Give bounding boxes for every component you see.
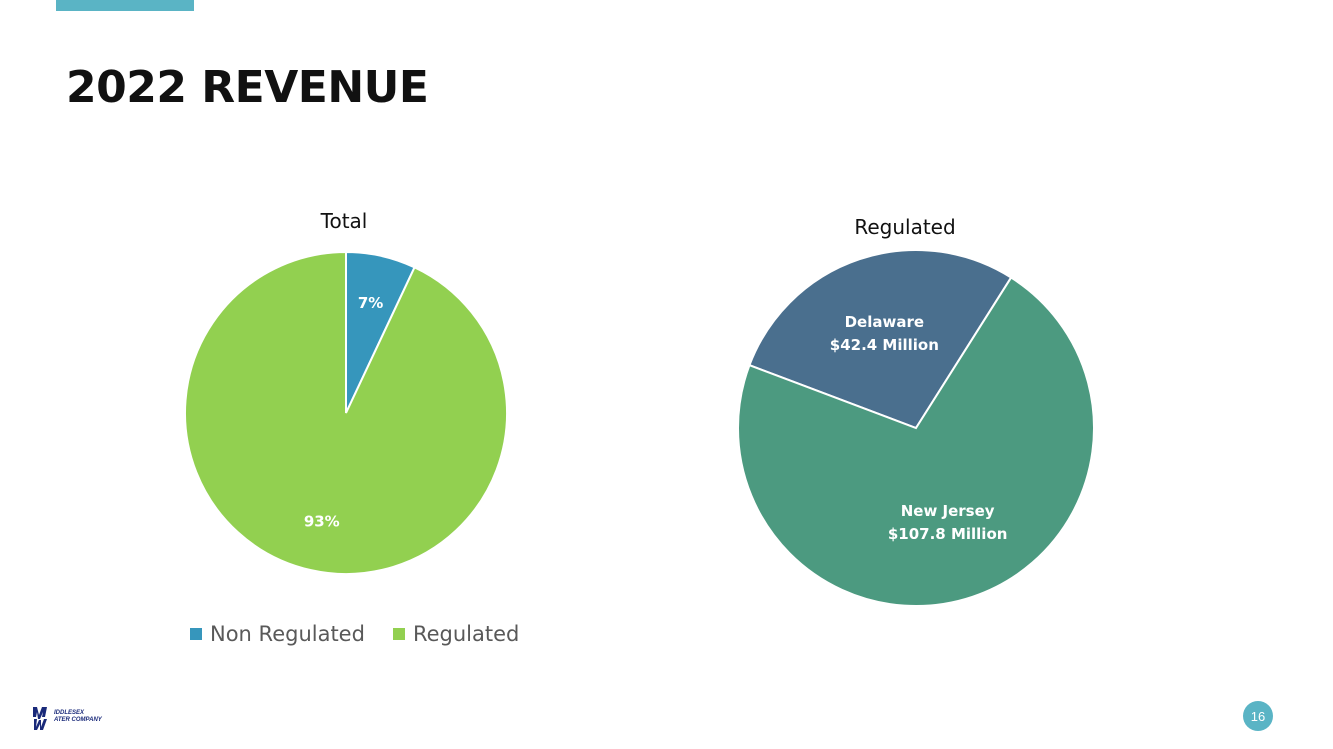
legend-label-regulated: Regulated [412, 622, 520, 646]
pie-slice-regulated [184, 250, 508, 575]
legend-item-regulated: Regulated [392, 622, 520, 646]
legend-label-non-regulated: Non Regulated [210, 622, 365, 646]
chart-title-total: Total [320, 209, 368, 233]
legend-swatch-non-regulated [190, 628, 202, 640]
logo-text-line2: ATER COMPANY [54, 717, 102, 723]
middlesex-water-logo-icon [33, 707, 47, 730]
logo-text: IDDLESEX ATER COMPANY [54, 710, 102, 724]
company-logo: IDDLESEX ATER COMPANY [30, 703, 102, 731]
page-number-badge: 16 [1243, 701, 1273, 731]
accent-bar [56, 0, 194, 11]
slice-label-regulated: 93% [304, 512, 340, 530]
slice-label-non-regulated: 7% [358, 294, 383, 312]
slice-label-new-jersey: New Jersey $107.8 Million [888, 502, 1008, 543]
chart-title-regulated: Regulated [854, 215, 956, 239]
pie-slice-new-jersey [737, 276, 1095, 607]
slice-label-delaware: Delaware $42.4 Million [830, 313, 939, 354]
legend-swatch-regulated [392, 628, 405, 640]
logo-text-line1: IDDLESEX [54, 710, 85, 716]
slide-title: 2022 REVENUE [66, 62, 429, 113]
legend-item-non-regulated: Non Regulated [190, 622, 365, 646]
legend-total: Non Regulated Regulated [190, 622, 519, 646]
pie-slice-delaware [748, 249, 1013, 430]
